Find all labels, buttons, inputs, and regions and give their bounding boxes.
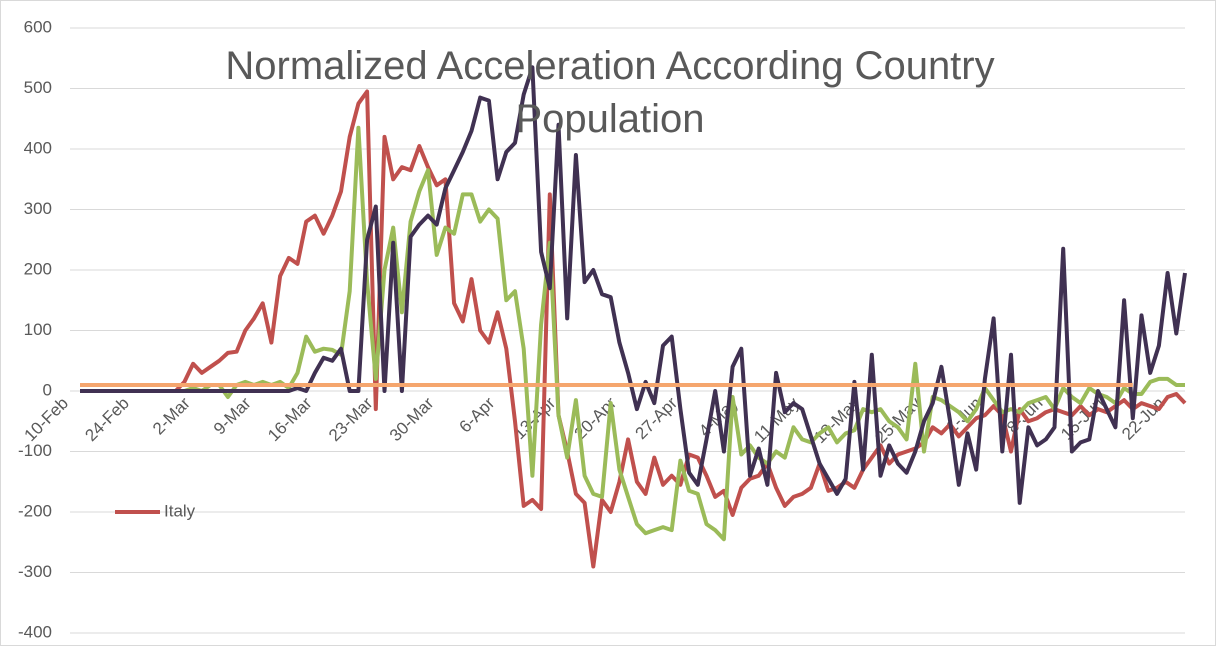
- y-tick-label: -100: [18, 441, 52, 460]
- y-tick-label: 100: [24, 320, 52, 339]
- y-tick-label: 200: [24, 259, 52, 278]
- y-tick-label: -400: [18, 622, 52, 641]
- y-tick-label: 400: [24, 138, 52, 157]
- y-tick-label: -200: [18, 501, 52, 520]
- y-tick-label: 500: [24, 78, 52, 97]
- y-tick-label: 300: [24, 199, 52, 218]
- y-tick-label: 600: [24, 17, 52, 36]
- line-series: [80, 65, 1187, 505]
- y-tick-label: 0: [43, 380, 52, 399]
- y-tick-label: -300: [18, 562, 52, 581]
- chart-title: Normalized Acceleration According Countr…: [225, 44, 995, 141]
- legend-label: Italy: [164, 501, 196, 520]
